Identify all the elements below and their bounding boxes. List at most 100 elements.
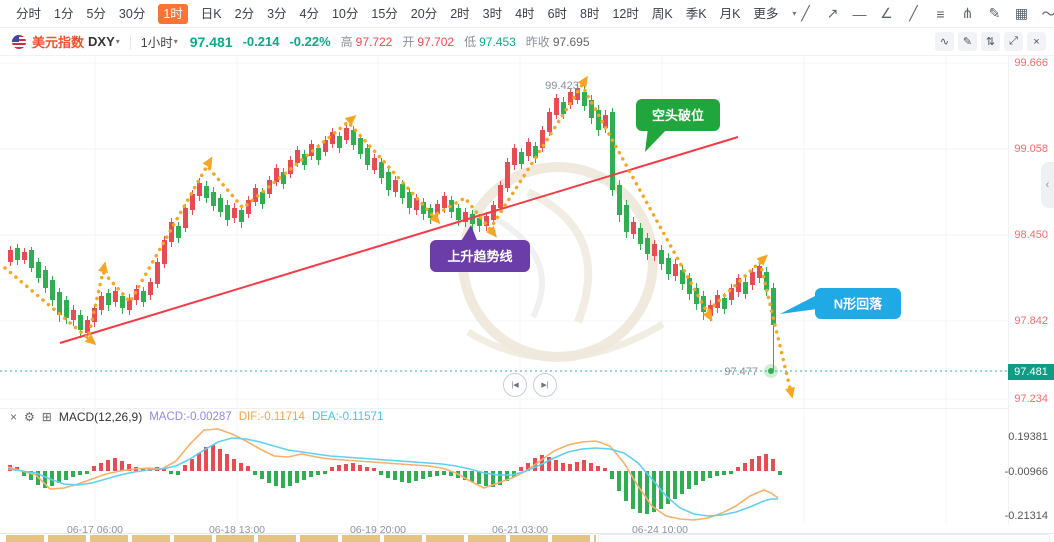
chart-style-icon[interactable]: ∿ — [935, 32, 954, 51]
instrument-name[interactable]: 美元指数 — [32, 35, 85, 50]
navigator-filled-range[interactable] — [6, 535, 596, 542]
compare-icon[interactable]: ⇅ — [981, 32, 1000, 51]
annotation-bearish-breakout[interactable] — [636, 99, 720, 131]
last-price: 97.481 — [189, 33, 233, 50]
candle-body — [736, 278, 741, 292]
fullscreen-icon[interactable]: ⤢ — [1004, 32, 1023, 51]
timeframe-30分[interactable]: 30分 — [118, 6, 146, 21]
timeframe-3分[interactable]: 3分 — [267, 6, 287, 21]
timeframe-1分[interactable]: 1分 — [54, 6, 74, 21]
timeframe-6时[interactable]: 6时 — [547, 6, 568, 21]
draw-mode-icon[interactable]: ✎ — [958, 32, 977, 51]
candle-body — [701, 296, 706, 312]
macd-histogram-bar — [372, 468, 376, 471]
trend-line-drawing[interactable] — [59, 136, 739, 344]
macd-chart[interactable] — [0, 409, 1054, 526]
chevron-down-icon[interactable]: ▾ — [173, 37, 178, 46]
zigzag-arrowhead — [202, 156, 213, 169]
navigator-track[interactable] — [598, 534, 1050, 542]
ray-icon[interactable]: ╱ — [909, 5, 918, 21]
candle-body — [757, 266, 762, 278]
candle-body — [330, 132, 335, 144]
skip-to-start-button[interactable]: |◀ — [503, 373, 527, 397]
macd-histogram-bar — [92, 466, 96, 471]
timeframe-12时[interactable]: 12时 — [612, 6, 639, 21]
timeframe-4分[interactable]: 4分 — [299, 6, 319, 21]
macd-panel[interactable] — [0, 408, 1054, 526]
timeframe-日K[interactable]: 日K — [200, 6, 222, 21]
fibonacci-icon[interactable]: ≡ — [936, 5, 945, 22]
candle-body — [456, 208, 461, 220]
candle-body — [526, 142, 531, 156]
annotation-n-pullback[interactable] — [815, 288, 901, 319]
timeframe-2分[interactable]: 2分 — [234, 6, 255, 21]
image-icon[interactable]: ▦ — [1014, 5, 1029, 21]
macd-histogram-bar — [295, 471, 299, 483]
horizontal-line-icon[interactable]: ― — [852, 5, 867, 22]
timeframe-更多[interactable]: 更多 — [753, 6, 779, 21]
prev-close-value: 97.695 — [552, 35, 590, 49]
timeframe-15分[interactable]: 15分 — [371, 6, 398, 21]
annotation-uptrend-line[interactable] — [430, 240, 530, 272]
candle-body — [78, 315, 83, 330]
macd-histogram-bar — [57, 471, 61, 483]
chart-navigator[interactable] — [0, 533, 1054, 542]
chevron-down-icon[interactable]: ▾ — [115, 37, 120, 46]
candle-body — [771, 288, 776, 325]
timeframe-2时[interactable]: 2时 — [450, 6, 470, 21]
gear-icon[interactable]: ⚙ — [24, 410, 35, 424]
timeframe-分时[interactable]: 分时 — [16, 6, 42, 21]
candle-body — [652, 244, 657, 256]
macd-histogram-bar — [442, 471, 446, 475]
timeframe-10分[interactable]: 10分 — [331, 6, 359, 21]
macd-histogram-bar — [141, 468, 145, 471]
gann-fan-icon[interactable]: ⋔ — [961, 5, 974, 21]
candle-body — [470, 214, 475, 224]
trend-line-icon[interactable]: ╱ — [801, 5, 810, 21]
timeframe-周K[interactable]: 周K — [651, 6, 673, 21]
candle-body — [750, 272, 755, 285]
arrow-line-icon[interactable]: ↗ — [826, 5, 839, 21]
interval-select[interactable]: 1小时 — [140, 36, 173, 50]
timeframe-8时[interactable]: 8时 — [580, 6, 600, 21]
macd-histogram-bar — [610, 471, 614, 479]
candlestick-chart-area[interactable]: 99.423 97.477 空头破位 上升趋势线 N形回落 — [0, 56, 1054, 408]
pencil-icon[interactable]: ✎ — [988, 5, 1001, 21]
price-axis[interactable] — [1008, 56, 1054, 524]
macd-histogram-bar — [743, 463, 747, 471]
price-change-pct: -0.22% — [289, 34, 331, 49]
timeframe-5分[interactable]: 5分 — [86, 6, 106, 21]
close-icon[interactable]: × — [10, 410, 18, 424]
candle-body — [561, 102, 566, 114]
macd-histogram-bar — [113, 458, 117, 471]
macd-histogram-bar — [470, 471, 474, 482]
symbol-label[interactable]: DXY — [88, 34, 115, 49]
candle-body — [50, 280, 55, 300]
close-icon[interactable]: × — [1027, 32, 1046, 51]
candle-body — [365, 148, 370, 165]
macd-histogram-bar — [463, 471, 467, 480]
candle-body — [148, 282, 153, 295]
timeframe-3时[interactable]: 3时 — [482, 6, 503, 21]
price-axis-label: 97.234 — [1014, 393, 1048, 405]
macd-histogram-bar — [71, 471, 75, 477]
candle-body — [442, 196, 447, 208]
timeframe-季K[interactable]: 季K — [685, 6, 707, 21]
sidebar-collapse-tab[interactable]: ‹ — [1041, 162, 1054, 208]
zigzag-drawing[interactable] — [3, 81, 792, 390]
candle-body — [183, 208, 188, 228]
price-change: -0.214 — [242, 34, 280, 49]
timeframe-月K[interactable]: 月K — [719, 6, 741, 21]
wave-icon[interactable]: ～ — [1041, 5, 1054, 22]
expand-icon[interactable]: ⊞ — [41, 410, 52, 424]
timeframe-1时[interactable]: 1时 — [158, 3, 188, 24]
candle-body — [764, 272, 769, 290]
timeframe-4时[interactable]: 4时 — [515, 6, 535, 21]
polyline-icon[interactable]: ∠ — [880, 5, 893, 21]
candle-body — [239, 210, 244, 222]
skip-to-end-button[interactable]: ▶| — [533, 373, 557, 397]
timeframe-20分[interactable]: 20分 — [410, 6, 438, 21]
candle-body — [393, 180, 398, 192]
macd-histogram-bar — [316, 471, 320, 475]
